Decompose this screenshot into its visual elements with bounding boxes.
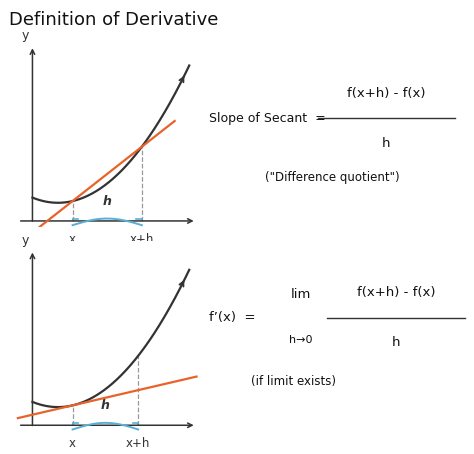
Text: x: x: [69, 233, 76, 246]
Text: h: h: [392, 336, 400, 349]
Text: x: x: [69, 437, 76, 450]
Text: x+h: x+h: [130, 233, 154, 246]
Text: lim: lim: [291, 287, 311, 301]
Text: h: h: [382, 137, 391, 149]
Text: f’(x)  =: f’(x) =: [209, 311, 255, 324]
Text: Definition of Derivative: Definition of Derivative: [9, 11, 219, 30]
Text: Slope of Secant  =: Slope of Secant =: [209, 112, 325, 124]
Text: (if limit exists): (if limit exists): [251, 375, 336, 388]
Text: f(x+h) - f(x): f(x+h) - f(x): [356, 286, 435, 299]
Text: h: h: [103, 195, 112, 208]
Text: y: y: [21, 234, 29, 247]
Text: f(x+h) - f(x): f(x+h) - f(x): [347, 87, 426, 99]
Text: ("Difference quotient"): ("Difference quotient"): [265, 171, 400, 183]
Text: h: h: [101, 399, 110, 412]
Text: h→0: h→0: [289, 335, 313, 345]
Text: x+h: x+h: [126, 437, 150, 450]
Text: y: y: [21, 30, 29, 42]
